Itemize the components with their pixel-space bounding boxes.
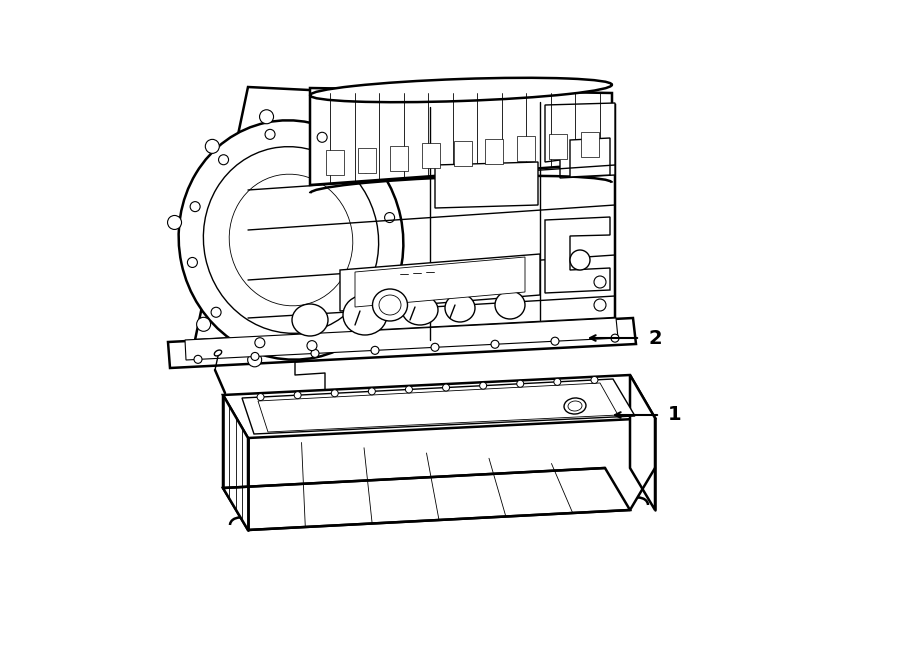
Circle shape [517,380,524,387]
Circle shape [248,353,262,367]
Circle shape [554,378,561,385]
Polygon shape [310,88,612,185]
Ellipse shape [445,294,475,322]
Polygon shape [242,379,635,434]
Ellipse shape [178,120,403,360]
Circle shape [405,386,412,393]
Polygon shape [340,254,540,311]
Polygon shape [518,136,536,161]
Circle shape [363,327,377,340]
Circle shape [212,307,221,317]
Circle shape [194,356,202,364]
Circle shape [190,202,200,212]
Ellipse shape [373,289,408,321]
Polygon shape [223,375,655,438]
Circle shape [371,346,379,354]
Ellipse shape [568,401,582,411]
Circle shape [331,390,338,397]
Circle shape [196,317,211,331]
Ellipse shape [230,175,353,306]
Ellipse shape [203,147,379,333]
Ellipse shape [402,295,438,325]
Circle shape [591,377,598,383]
Polygon shape [185,318,618,360]
Circle shape [491,340,499,348]
Circle shape [307,340,317,350]
Polygon shape [223,395,248,530]
Circle shape [396,272,410,286]
Circle shape [259,110,274,124]
Circle shape [594,299,606,311]
Ellipse shape [214,350,221,356]
Ellipse shape [564,398,586,414]
Circle shape [368,388,375,395]
Polygon shape [454,141,472,166]
Circle shape [317,132,327,142]
Circle shape [594,276,606,288]
Text: 2: 2 [648,329,662,348]
Ellipse shape [495,291,525,319]
Polygon shape [355,257,525,307]
Polygon shape [258,383,618,432]
Circle shape [251,352,259,360]
Circle shape [187,257,197,268]
Ellipse shape [310,78,612,102]
Polygon shape [549,134,567,159]
Polygon shape [485,139,503,163]
Polygon shape [630,375,655,510]
Circle shape [551,337,559,345]
Circle shape [382,268,392,278]
Circle shape [219,155,229,165]
Ellipse shape [343,295,387,335]
Circle shape [361,163,371,173]
Circle shape [570,250,590,270]
Polygon shape [581,132,599,157]
Circle shape [294,392,302,399]
Circle shape [339,122,353,136]
Circle shape [255,338,265,348]
Polygon shape [421,143,439,168]
Circle shape [311,350,319,358]
Circle shape [265,130,275,139]
Polygon shape [390,145,408,171]
Circle shape [384,213,394,223]
Polygon shape [435,162,538,208]
Polygon shape [326,150,344,175]
Circle shape [257,393,264,401]
Circle shape [167,215,182,229]
Circle shape [205,139,220,153]
Ellipse shape [379,295,401,315]
Polygon shape [570,138,610,177]
Polygon shape [358,148,376,173]
Text: 1: 1 [668,405,681,424]
Polygon shape [195,87,615,340]
Circle shape [443,384,449,391]
Circle shape [480,382,487,389]
Ellipse shape [292,304,328,336]
Circle shape [354,315,364,325]
Polygon shape [545,217,610,293]
Circle shape [431,343,439,351]
Polygon shape [545,103,615,178]
Polygon shape [168,318,636,368]
Circle shape [611,334,619,342]
Polygon shape [223,468,630,530]
